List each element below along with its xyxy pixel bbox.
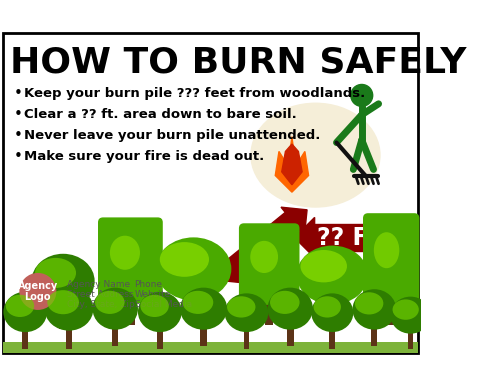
Polygon shape (282, 144, 302, 185)
Ellipse shape (374, 232, 400, 268)
Text: Make sure your fire is dead out.: Make sure your fire is dead out. (24, 150, 264, 163)
FancyBboxPatch shape (126, 298, 134, 325)
FancyBboxPatch shape (388, 298, 395, 325)
FancyBboxPatch shape (22, 330, 28, 349)
Text: Phone: Phone (134, 280, 162, 289)
Polygon shape (281, 207, 307, 236)
FancyBboxPatch shape (157, 330, 163, 349)
Ellipse shape (392, 300, 419, 320)
Ellipse shape (355, 292, 384, 315)
Ellipse shape (270, 291, 300, 314)
FancyBboxPatch shape (330, 330, 335, 349)
Ellipse shape (44, 287, 94, 331)
FancyBboxPatch shape (112, 328, 118, 346)
Ellipse shape (95, 291, 124, 314)
Ellipse shape (138, 292, 182, 332)
Polygon shape (294, 217, 314, 258)
Ellipse shape (390, 297, 430, 334)
FancyBboxPatch shape (239, 223, 300, 305)
Ellipse shape (4, 292, 47, 332)
Polygon shape (312, 224, 395, 251)
Text: HOW TO BURN SAFELY: HOW TO BURN SAFELY (10, 46, 466, 80)
Ellipse shape (352, 289, 396, 330)
Polygon shape (392, 217, 412, 258)
Text: Clear a ?? ft. area down to bare soil.: Clear a ?? ft. area down to bare soil. (24, 108, 296, 121)
Ellipse shape (250, 241, 278, 273)
Text: Agency
Logo: Agency Logo (18, 281, 58, 302)
FancyBboxPatch shape (2, 342, 418, 353)
Ellipse shape (160, 242, 209, 277)
Ellipse shape (110, 236, 140, 270)
Ellipse shape (35, 258, 76, 288)
Ellipse shape (250, 103, 380, 208)
Text: •: • (14, 149, 22, 164)
FancyBboxPatch shape (98, 217, 163, 303)
Ellipse shape (32, 254, 94, 308)
Text: Never leave your burn pile unattended.: Never leave your burn pile unattended. (24, 129, 320, 142)
FancyBboxPatch shape (190, 297, 198, 323)
FancyBboxPatch shape (372, 328, 378, 346)
FancyBboxPatch shape (244, 330, 250, 349)
Ellipse shape (224, 293, 268, 332)
Ellipse shape (6, 295, 34, 317)
FancyBboxPatch shape (266, 300, 273, 325)
Ellipse shape (180, 288, 227, 330)
Ellipse shape (312, 293, 354, 332)
FancyBboxPatch shape (328, 301, 336, 325)
Text: Website: Website (134, 290, 171, 299)
Ellipse shape (140, 295, 169, 317)
Ellipse shape (156, 237, 232, 300)
Ellipse shape (300, 250, 347, 283)
Text: Keep your burn pile ??? feet from woodlands.: Keep your burn pile ??? feet from woodla… (24, 87, 365, 100)
Ellipse shape (296, 245, 368, 305)
Ellipse shape (227, 296, 256, 318)
Ellipse shape (314, 296, 341, 318)
Text: •: • (14, 107, 22, 122)
Text: Social Media: Social Media (134, 300, 192, 310)
Ellipse shape (48, 290, 79, 314)
Ellipse shape (268, 288, 313, 330)
Circle shape (20, 273, 57, 310)
FancyBboxPatch shape (287, 328, 294, 346)
Text: ?? FT.: ?? FT. (317, 225, 390, 250)
Circle shape (351, 85, 372, 107)
Polygon shape (220, 254, 246, 283)
Text: Agency Name: Agency Name (68, 280, 130, 289)
FancyBboxPatch shape (60, 306, 67, 329)
Text: City, State, Zip: City, State, Zip (68, 300, 135, 310)
FancyBboxPatch shape (2, 33, 418, 353)
Text: ??? FT.: ??? FT. (224, 217, 294, 283)
Ellipse shape (182, 291, 213, 314)
Polygon shape (225, 211, 302, 280)
Polygon shape (276, 137, 308, 192)
FancyBboxPatch shape (408, 332, 414, 349)
FancyBboxPatch shape (200, 328, 207, 346)
FancyBboxPatch shape (66, 328, 72, 349)
Text: •: • (14, 86, 22, 101)
Text: •: • (14, 128, 22, 143)
FancyBboxPatch shape (363, 213, 420, 303)
Text: Street Address: Street Address (68, 290, 134, 299)
Ellipse shape (92, 288, 138, 330)
